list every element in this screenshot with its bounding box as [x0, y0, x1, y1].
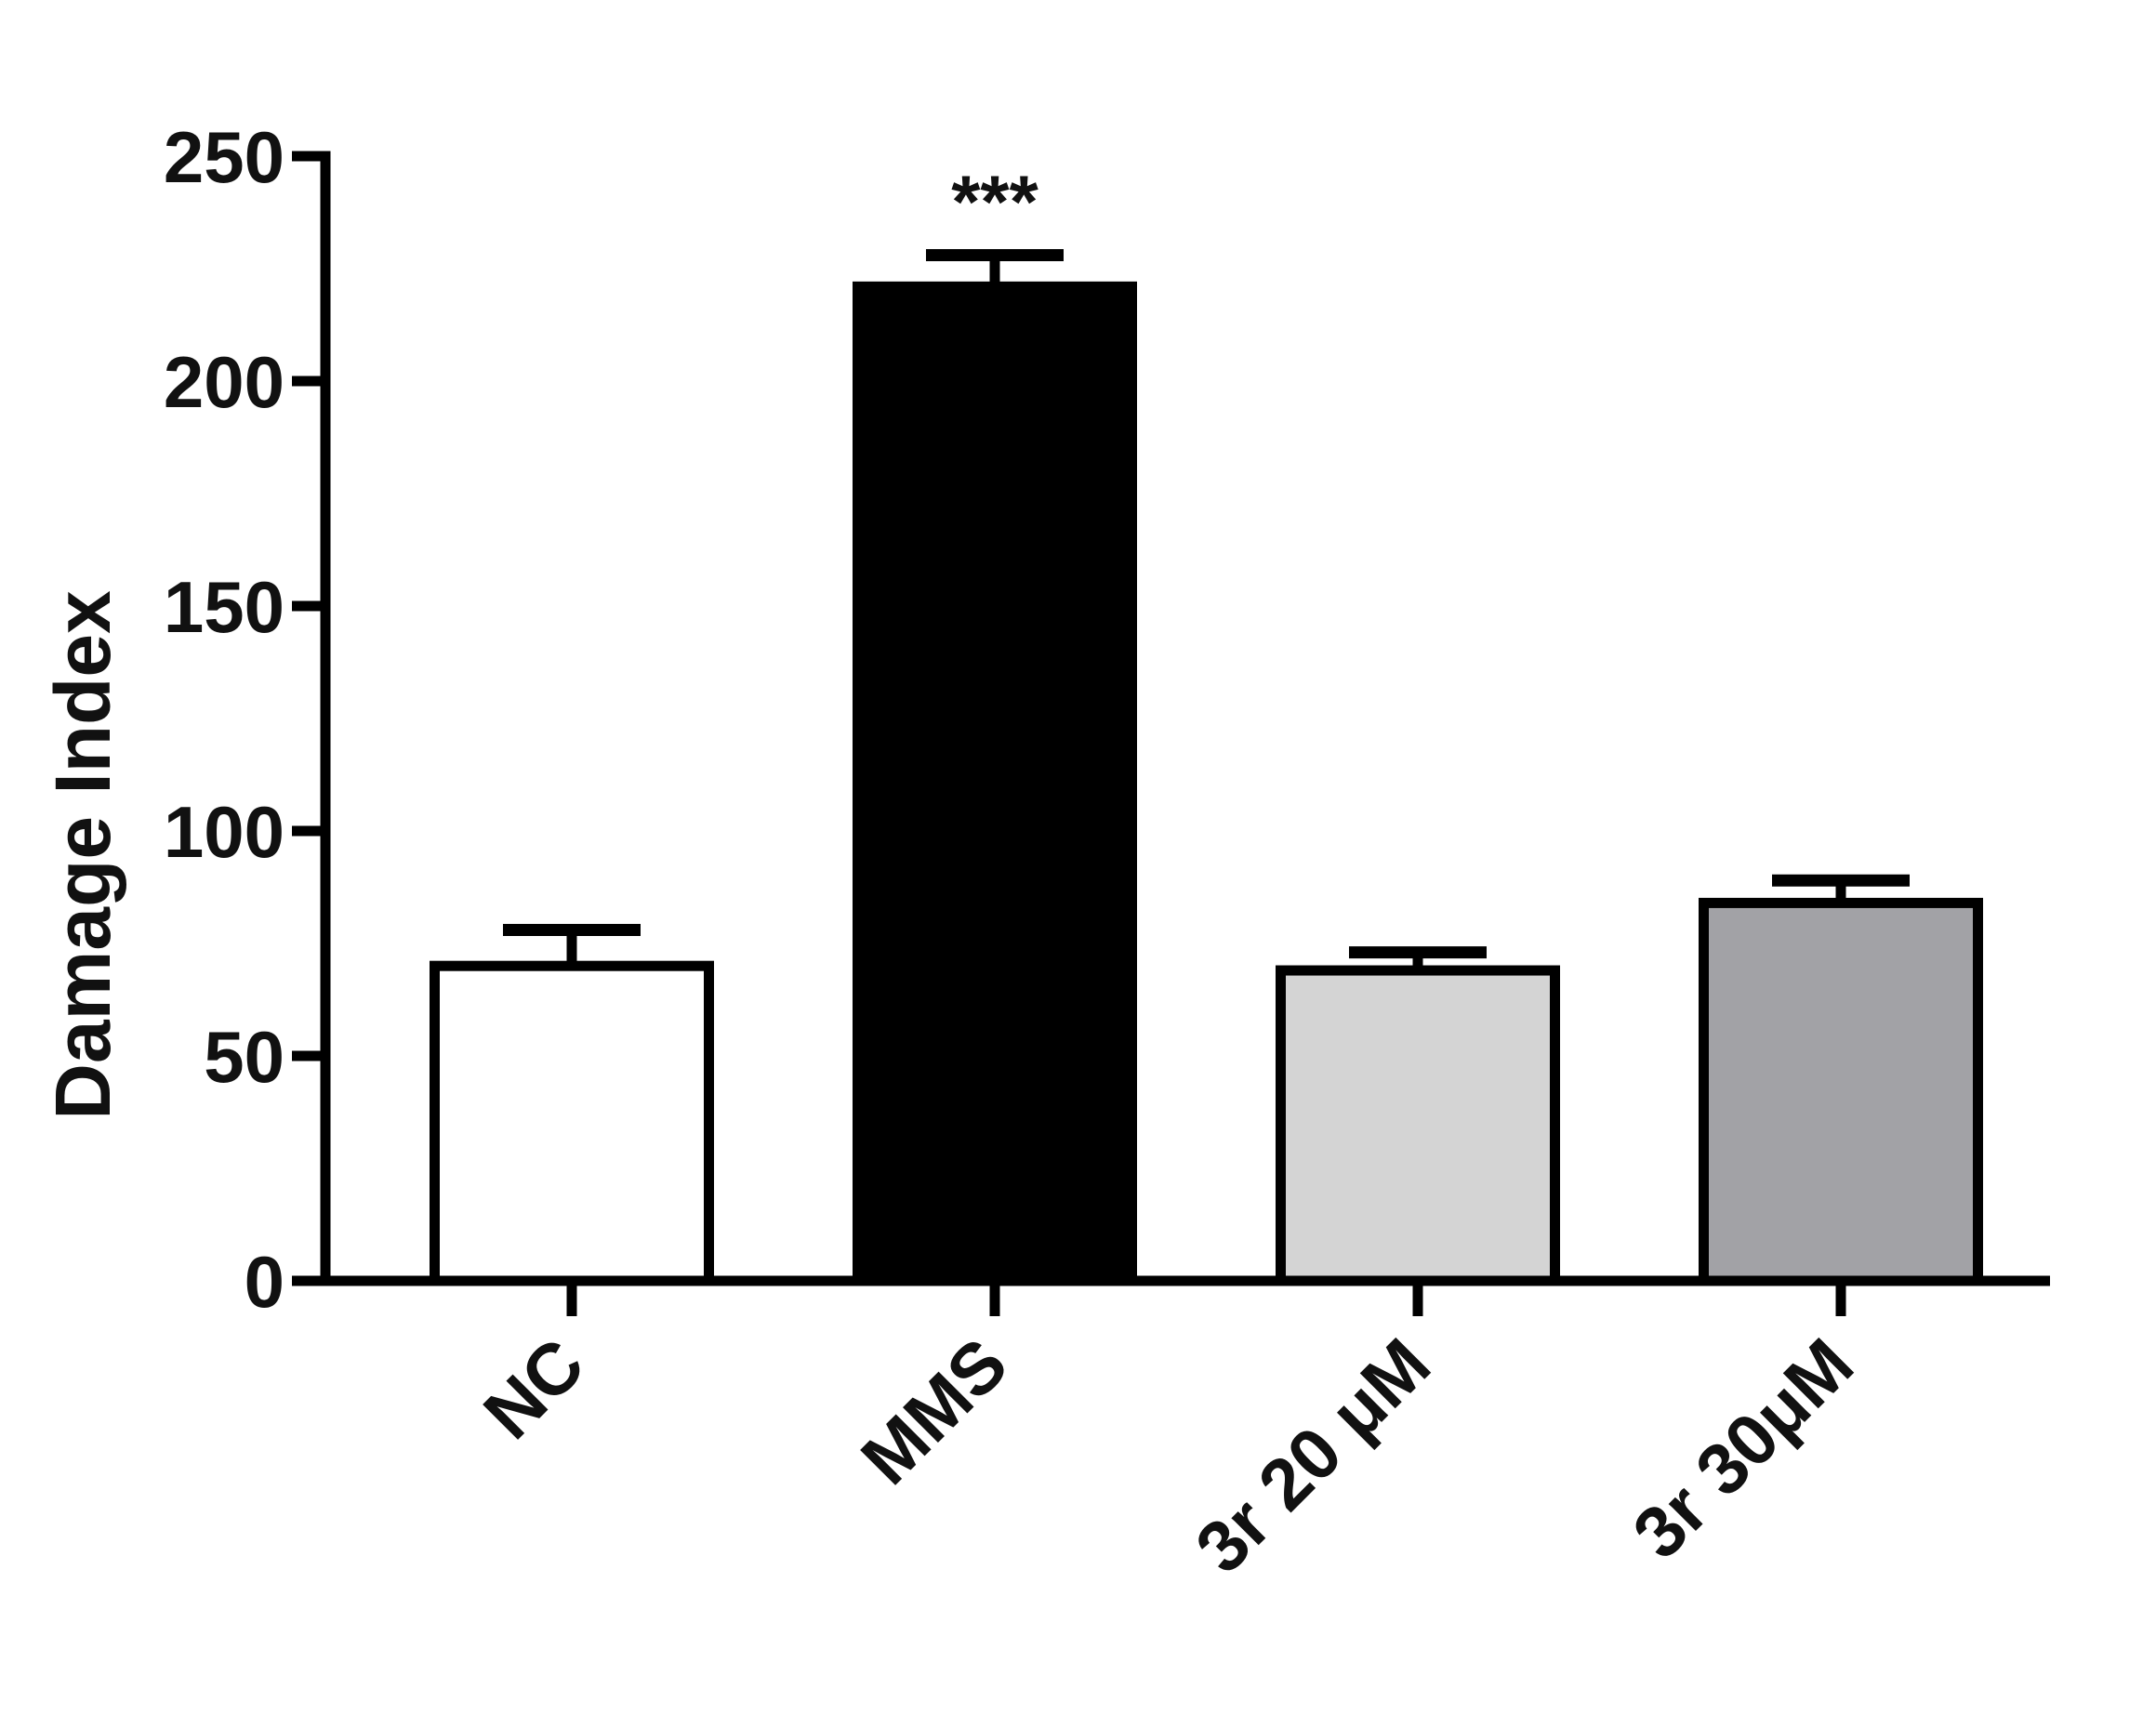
y-tick-label: 150 [164, 566, 284, 648]
y-tick-label: 100 [164, 791, 284, 873]
bars [430, 281, 1983, 1286]
y-tick-label: 250 [164, 116, 284, 198]
x-axis: NC MMS 3r 20 μM 3r 30μM [321, 1275, 2050, 1589]
x-tick-label: 3r 30μM [1617, 1323, 1869, 1575]
y-axis-title: Damage Index [39, 590, 126, 1120]
significance-marker: *** [951, 160, 1038, 243]
bar [1276, 965, 1560, 1286]
y-tick-label: 200 [164, 341, 284, 423]
x-tick-label: MMS [845, 1323, 1023, 1500]
y-tick-label: 0 [245, 1241, 284, 1323]
bar [853, 281, 1137, 1286]
annotations: *** [951, 160, 1038, 243]
bar [430, 960, 714, 1286]
y-tick-label: 50 [204, 1016, 284, 1098]
bar [1699, 897, 1983, 1286]
y-axis: 0 50 100 150 200 250 [164, 116, 331, 1323]
x-tick-label: 3r 20 μM [1180, 1323, 1446, 1589]
x-tick-label: NC [468, 1323, 600, 1455]
error-bars [503, 248, 1910, 971]
